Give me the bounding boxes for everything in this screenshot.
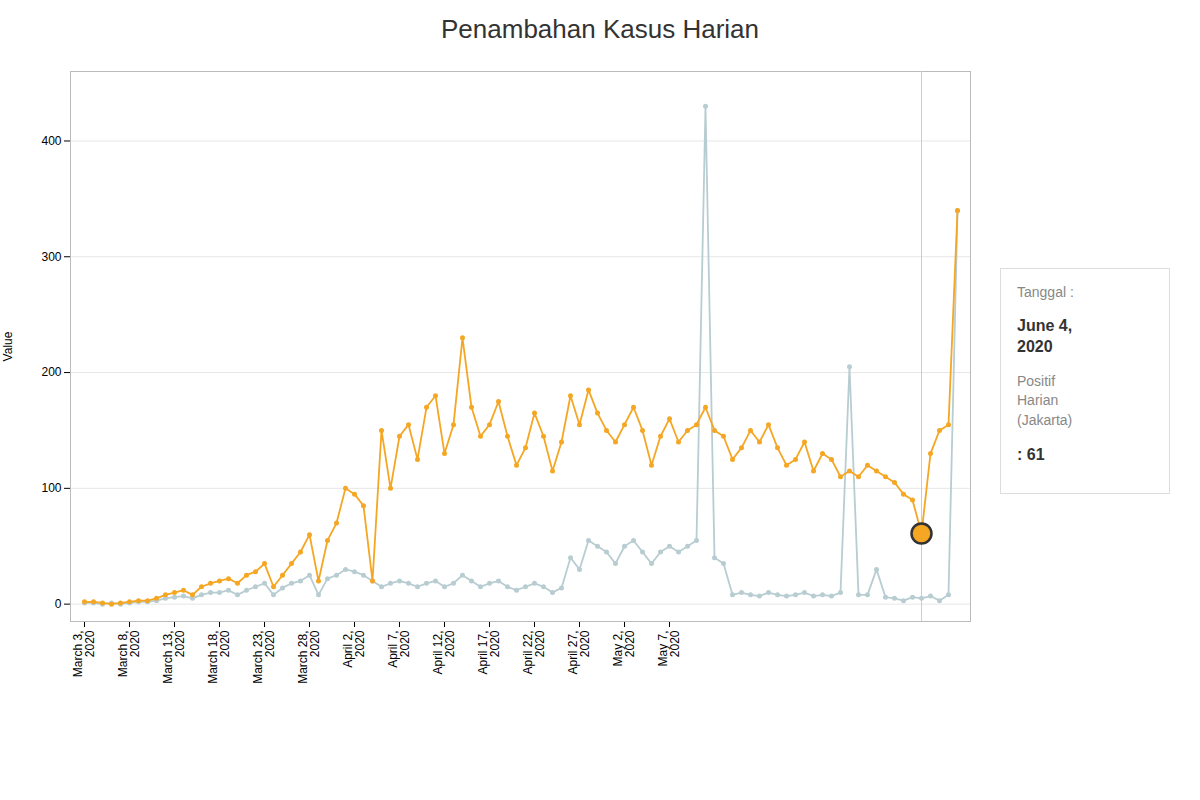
svg-text:200: 200 bbox=[41, 365, 61, 379]
svg-text:April 12,2020: April 12,2020 bbox=[431, 630, 457, 674]
svg-text:April 17,2020: April 17,2020 bbox=[476, 630, 502, 674]
svg-text:Value: Value bbox=[1, 331, 15, 361]
svg-text:April 27,2020: April 27,2020 bbox=[566, 630, 592, 674]
html-text:June 4, 2020: June 4, 2020 bbox=[1017, 317, 1073, 355]
html-text:: 61: : 61 bbox=[1017, 445, 1045, 463]
svg-text:May 2,2020: May 2,2020 bbox=[611, 630, 637, 666]
html-text:Positif Harian (Jakarta): Positif Harian (Jakarta) bbox=[1017, 372, 1073, 428]
svg-text:May 7,2020: May 7,2020 bbox=[656, 630, 682, 666]
svg-text:April 7,2020: April 7,2020 bbox=[386, 630, 412, 668]
svg-text:April 2,2020: April 2,2020 bbox=[341, 630, 367, 668]
svg-text:300: 300 bbox=[41, 250, 61, 264]
svg-text:March 3,2020: March 3,2020 bbox=[71, 630, 97, 677]
svg-text:March 13,2020: March 13,2020 bbox=[161, 630, 187, 684]
svg-text:March 23,2020: March 23,2020 bbox=[251, 630, 277, 684]
svg-text:April 22,2020: April 22,2020 bbox=[521, 630, 547, 674]
svg-text:March 8,2020: March 8,2020 bbox=[116, 630, 142, 677]
html-text:Tanggal :: Tanggal : bbox=[1017, 283, 1074, 300]
html-text:Penambahan Kasus Harian: Penambahan Kasus Harian bbox=[441, 14, 759, 44]
svg-text:100: 100 bbox=[41, 481, 61, 495]
svg-text:March 28,2020: March 28,2020 bbox=[296, 630, 322, 684]
svg-text:400: 400 bbox=[41, 134, 61, 148]
svg-text:March 18,2020: March 18,2020 bbox=[206, 630, 232, 684]
svg-text:0: 0 bbox=[55, 597, 62, 611]
